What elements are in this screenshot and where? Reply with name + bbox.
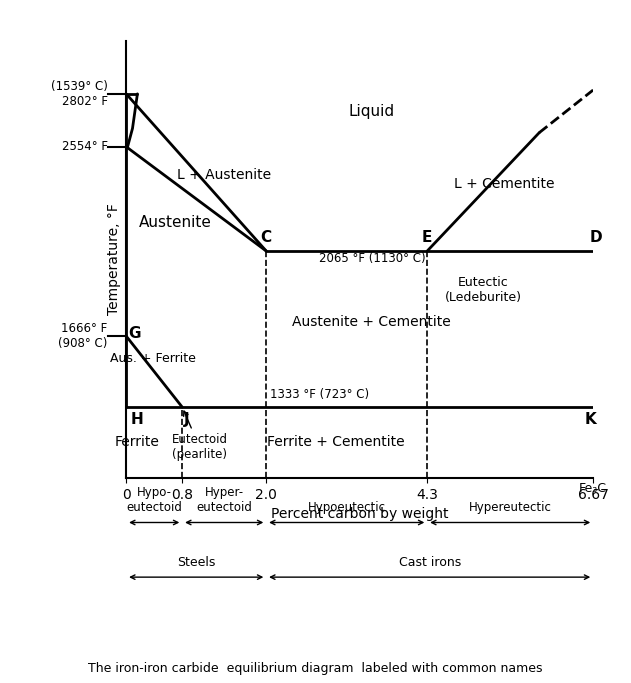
Text: Ferrite: Ferrite [114, 435, 159, 449]
Text: 2065 °F (1130° C): 2065 °F (1130° C) [319, 252, 425, 265]
Text: C: C [261, 229, 272, 245]
Text: H: H [131, 412, 143, 427]
Text: Eutectic
(Ledeburite): Eutectic (Ledeburite) [445, 277, 522, 305]
Text: J: J [184, 412, 189, 427]
Text: Hypereutectic: Hypereutectic [469, 501, 551, 514]
Text: The iron-iron carbide  equilibrium diagram  labeled with common names: The iron-iron carbide equilibrium diagra… [88, 662, 543, 675]
Text: Hypoeutectic: Hypoeutectic [308, 501, 386, 514]
Text: L + Austenite: L + Austenite [177, 168, 271, 182]
Text: 1666° F
(908° C): 1666° F (908° C) [58, 322, 107, 350]
Text: Eutectoid
(pearlite): Eutectoid (pearlite) [172, 411, 228, 461]
Text: (1539° C)
2802° F: (1539° C) 2802° F [50, 80, 107, 108]
Text: 1333 °F (723° C): 1333 °F (723° C) [269, 389, 369, 402]
Text: G: G [128, 326, 141, 341]
Text: Cast irons: Cast irons [399, 556, 461, 569]
Text: Fe₃C: Fe₃C [579, 482, 607, 495]
Text: Austenite: Austenite [139, 214, 211, 229]
Text: Ferrite + Cementite: Ferrite + Cementite [268, 435, 405, 449]
Text: D: D [589, 229, 602, 245]
Text: Aus. + Ferrite: Aus. + Ferrite [110, 352, 196, 365]
Text: 2554° F: 2554° F [61, 140, 107, 153]
Text: Liquid: Liquid [348, 104, 394, 119]
Text: L + Cementite: L + Cementite [454, 177, 555, 191]
Text: Steels: Steels [177, 556, 215, 569]
Text: E: E [422, 229, 432, 245]
Text: K: K [585, 412, 596, 427]
Text: Hypo-
eutectoid: Hypo- eutectoid [126, 486, 182, 514]
Y-axis label: Temperature, °F: Temperature, °F [107, 204, 121, 316]
Text: Hyper-
eutectoid: Hyper- eutectoid [196, 486, 252, 514]
X-axis label: Percent carbon by weight: Percent carbon by weight [271, 507, 449, 521]
Text: Austenite + Cementite: Austenite + Cementite [292, 316, 451, 329]
